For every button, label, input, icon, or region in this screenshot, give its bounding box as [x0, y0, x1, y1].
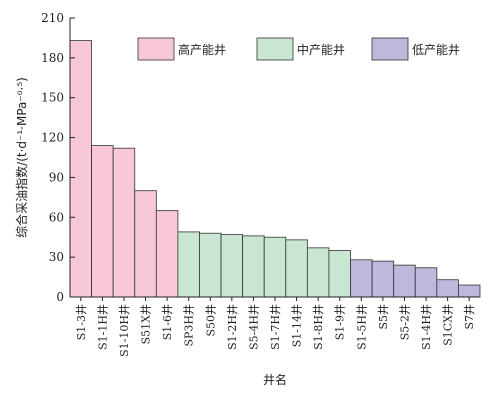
x-tick-label: S7井: [462, 304, 476, 330]
bar: [112, 147, 136, 298]
x-tick-label: S1-6井: [160, 304, 174, 340]
x-tick-label: S50井: [203, 304, 217, 337]
bar: [134, 190, 157, 298]
x-tick-label: S5井: [376, 304, 390, 330]
y-tick-label: 210: [41, 11, 64, 25]
bar: [285, 239, 308, 298]
bar: [91, 145, 114, 298]
x-tick-label: S1-2H井: [225, 304, 239, 350]
x-tick-label: S1-7H井: [268, 304, 282, 350]
bar: [242, 235, 265, 298]
y-tick-label: 90: [49, 170, 64, 184]
bar: [263, 236, 287, 298]
x-tick-label: S51X井: [139, 304, 153, 344]
y-tick-label: 60: [49, 210, 64, 224]
y-axis-label: 综合采油指数/(t·d⁻¹·MPa⁻⁰·⁵): [14, 77, 29, 238]
bar: [436, 279, 459, 298]
bar: [371, 260, 395, 298]
x-tick-label: S1-1H井: [95, 304, 109, 350]
x-tick-label: S1-10H井: [117, 304, 131, 357]
x-tick-label: S1CX井: [441, 304, 455, 346]
y-tick-label: 180: [41, 51, 64, 65]
bar: [155, 210, 179, 298]
bar: [458, 284, 481, 298]
legend-swatch: [137, 37, 175, 61]
legend-label: 中产能井: [297, 42, 345, 57]
y-tick-label: 120: [41, 131, 64, 145]
legend-swatch: [371, 37, 409, 61]
bar: [393, 264, 416, 298]
x-tick-label: S1-8H井: [311, 304, 325, 350]
bar: [220, 234, 244, 298]
x-tick-label: SP3H井: [182, 304, 196, 347]
x-tick-label: S1-5H井: [354, 304, 368, 350]
bar: [328, 250, 351, 298]
x-tick-label: S1-9井: [333, 304, 347, 340]
legend-swatch: [256, 37, 294, 61]
bar: [177, 231, 200, 298]
x-tick-label: S1-14井: [290, 304, 304, 347]
legend-label: 低产能井: [412, 43, 460, 57]
bar: [350, 259, 373, 298]
x-tick-label: S5-4H井: [246, 304, 260, 350]
y-tick-label: 150: [41, 91, 64, 105]
plot-area: 0 30 60 90 120 150 180 210 S1-3井 S1-1H井 S1-10H井 S51…: [41, 11, 481, 357]
bar: [306, 247, 330, 298]
bar: [414, 267, 438, 298]
y-tick-label: 30: [49, 250, 64, 264]
legend-label: 高产能井: [178, 42, 226, 57]
x-tick-label: S5-2井: [397, 304, 411, 340]
legend: 高产能井 中产能井 低产能井: [137, 37, 460, 61]
x-axis-label: 井名: [263, 372, 287, 387]
y-tick-label: 0: [56, 290, 64, 304]
x-tick-label: S1-4H井: [419, 304, 433, 350]
x-tick-label: S1-3井: [74, 304, 88, 340]
bar: [199, 232, 222, 298]
bar: [69, 40, 92, 298]
